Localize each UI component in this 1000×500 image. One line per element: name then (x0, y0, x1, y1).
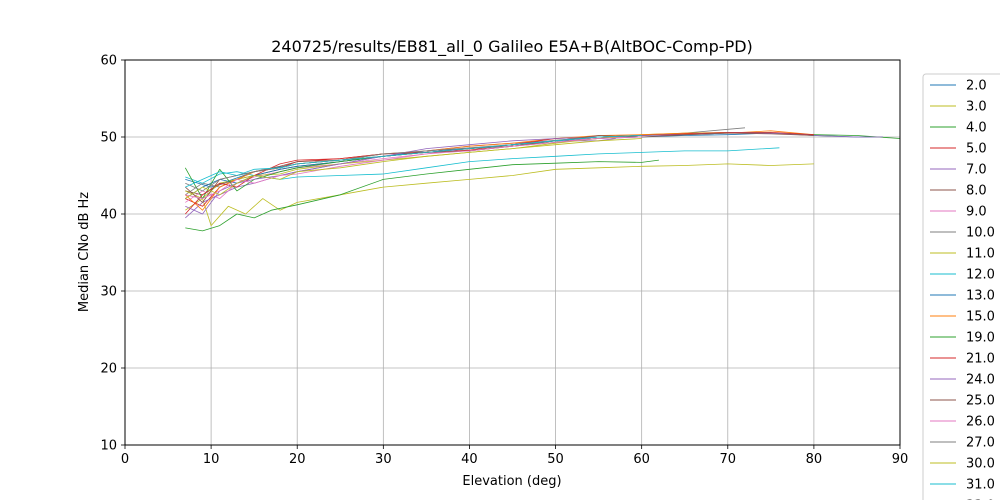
x-tick-label: 80 (806, 452, 823, 467)
axis-ticks: 0 10 20 30 40 50 60 70 80 90 10 20 30 40 50 60 (100, 54, 908, 468)
x-tick-label: 60 (633, 452, 650, 467)
legend-entry: 4.0 (966, 121, 987, 136)
x-tick-label: 10 (203, 452, 220, 467)
legend-entry: 3.0 (966, 100, 987, 115)
legend-entry: 2.0 (966, 79, 987, 94)
legend-entry: 12.0 (966, 268, 995, 283)
series-line-26-0 (185, 136, 642, 200)
legend-entry: 21.0 (966, 352, 995, 367)
chart-title: 240725/results/EB81_all_0 Galileo E5A+B(… (271, 37, 753, 57)
legend-entry: 19.0 (966, 331, 995, 346)
legend-entry: 13.0 (966, 289, 995, 304)
series-line-4-0 (185, 159, 659, 232)
x-tick-label: 0 (121, 452, 129, 467)
y-tick-label: 60 (100, 54, 117, 69)
legend-entry: 8.0 (966, 184, 987, 199)
y-tick-label: 30 (100, 285, 117, 300)
legend-entry: 31.0 (966, 478, 995, 493)
x-tick-label: 30 (375, 452, 392, 467)
legend-entry: 7.0 (966, 163, 987, 178)
legend-entry: 10.0 (966, 226, 995, 241)
legend-entry: 25.0 (966, 394, 995, 409)
legend-entry: 11.0 (966, 247, 995, 262)
legend-entry: 15.0 (966, 310, 995, 325)
y-tick-label: 40 (100, 208, 117, 223)
legend-entry: 9.0 (966, 205, 987, 220)
legend-entry: 26.0 (966, 415, 995, 430)
legend-entry: 24.0 (966, 373, 995, 388)
legend-entry: 27.0 (966, 436, 995, 451)
series-layer (184, 127, 901, 232)
legend-entry: 33.0 (966, 499, 995, 500)
series-line-3-0 (185, 163, 814, 227)
series-line-24-0 (185, 132, 883, 215)
y-tick-label: 10 (100, 439, 117, 454)
x-tick-label: 70 (720, 452, 737, 467)
x-axis-label: Elevation (deg) (462, 474, 561, 489)
x-tick-label: 20 (289, 452, 306, 467)
series-line-31-0 (185, 135, 642, 188)
legend-frame (922, 73, 1000, 500)
x-tick-label: 50 (547, 452, 564, 467)
y-tick-label: 50 (100, 131, 117, 146)
y-axis-label: Median CNo dB Hz (77, 192, 92, 312)
plot-area-frame (124, 59, 901, 446)
legend: 2.0 3.0 4.0 5.0 7.0 8.0 9.0 10.0 11.0 12.0 13.0 15.… (922, 73, 1000, 500)
series-line-12-0 (185, 147, 780, 184)
x-tick-label: 40 (461, 452, 478, 467)
series-line-30-0 (185, 138, 642, 199)
legend-entry: 30.0 (966, 457, 995, 472)
x-tick-label: 90 (892, 452, 909, 467)
legend-entry: 5.0 (966, 142, 987, 157)
y-tick-label: 20 (100, 362, 117, 377)
